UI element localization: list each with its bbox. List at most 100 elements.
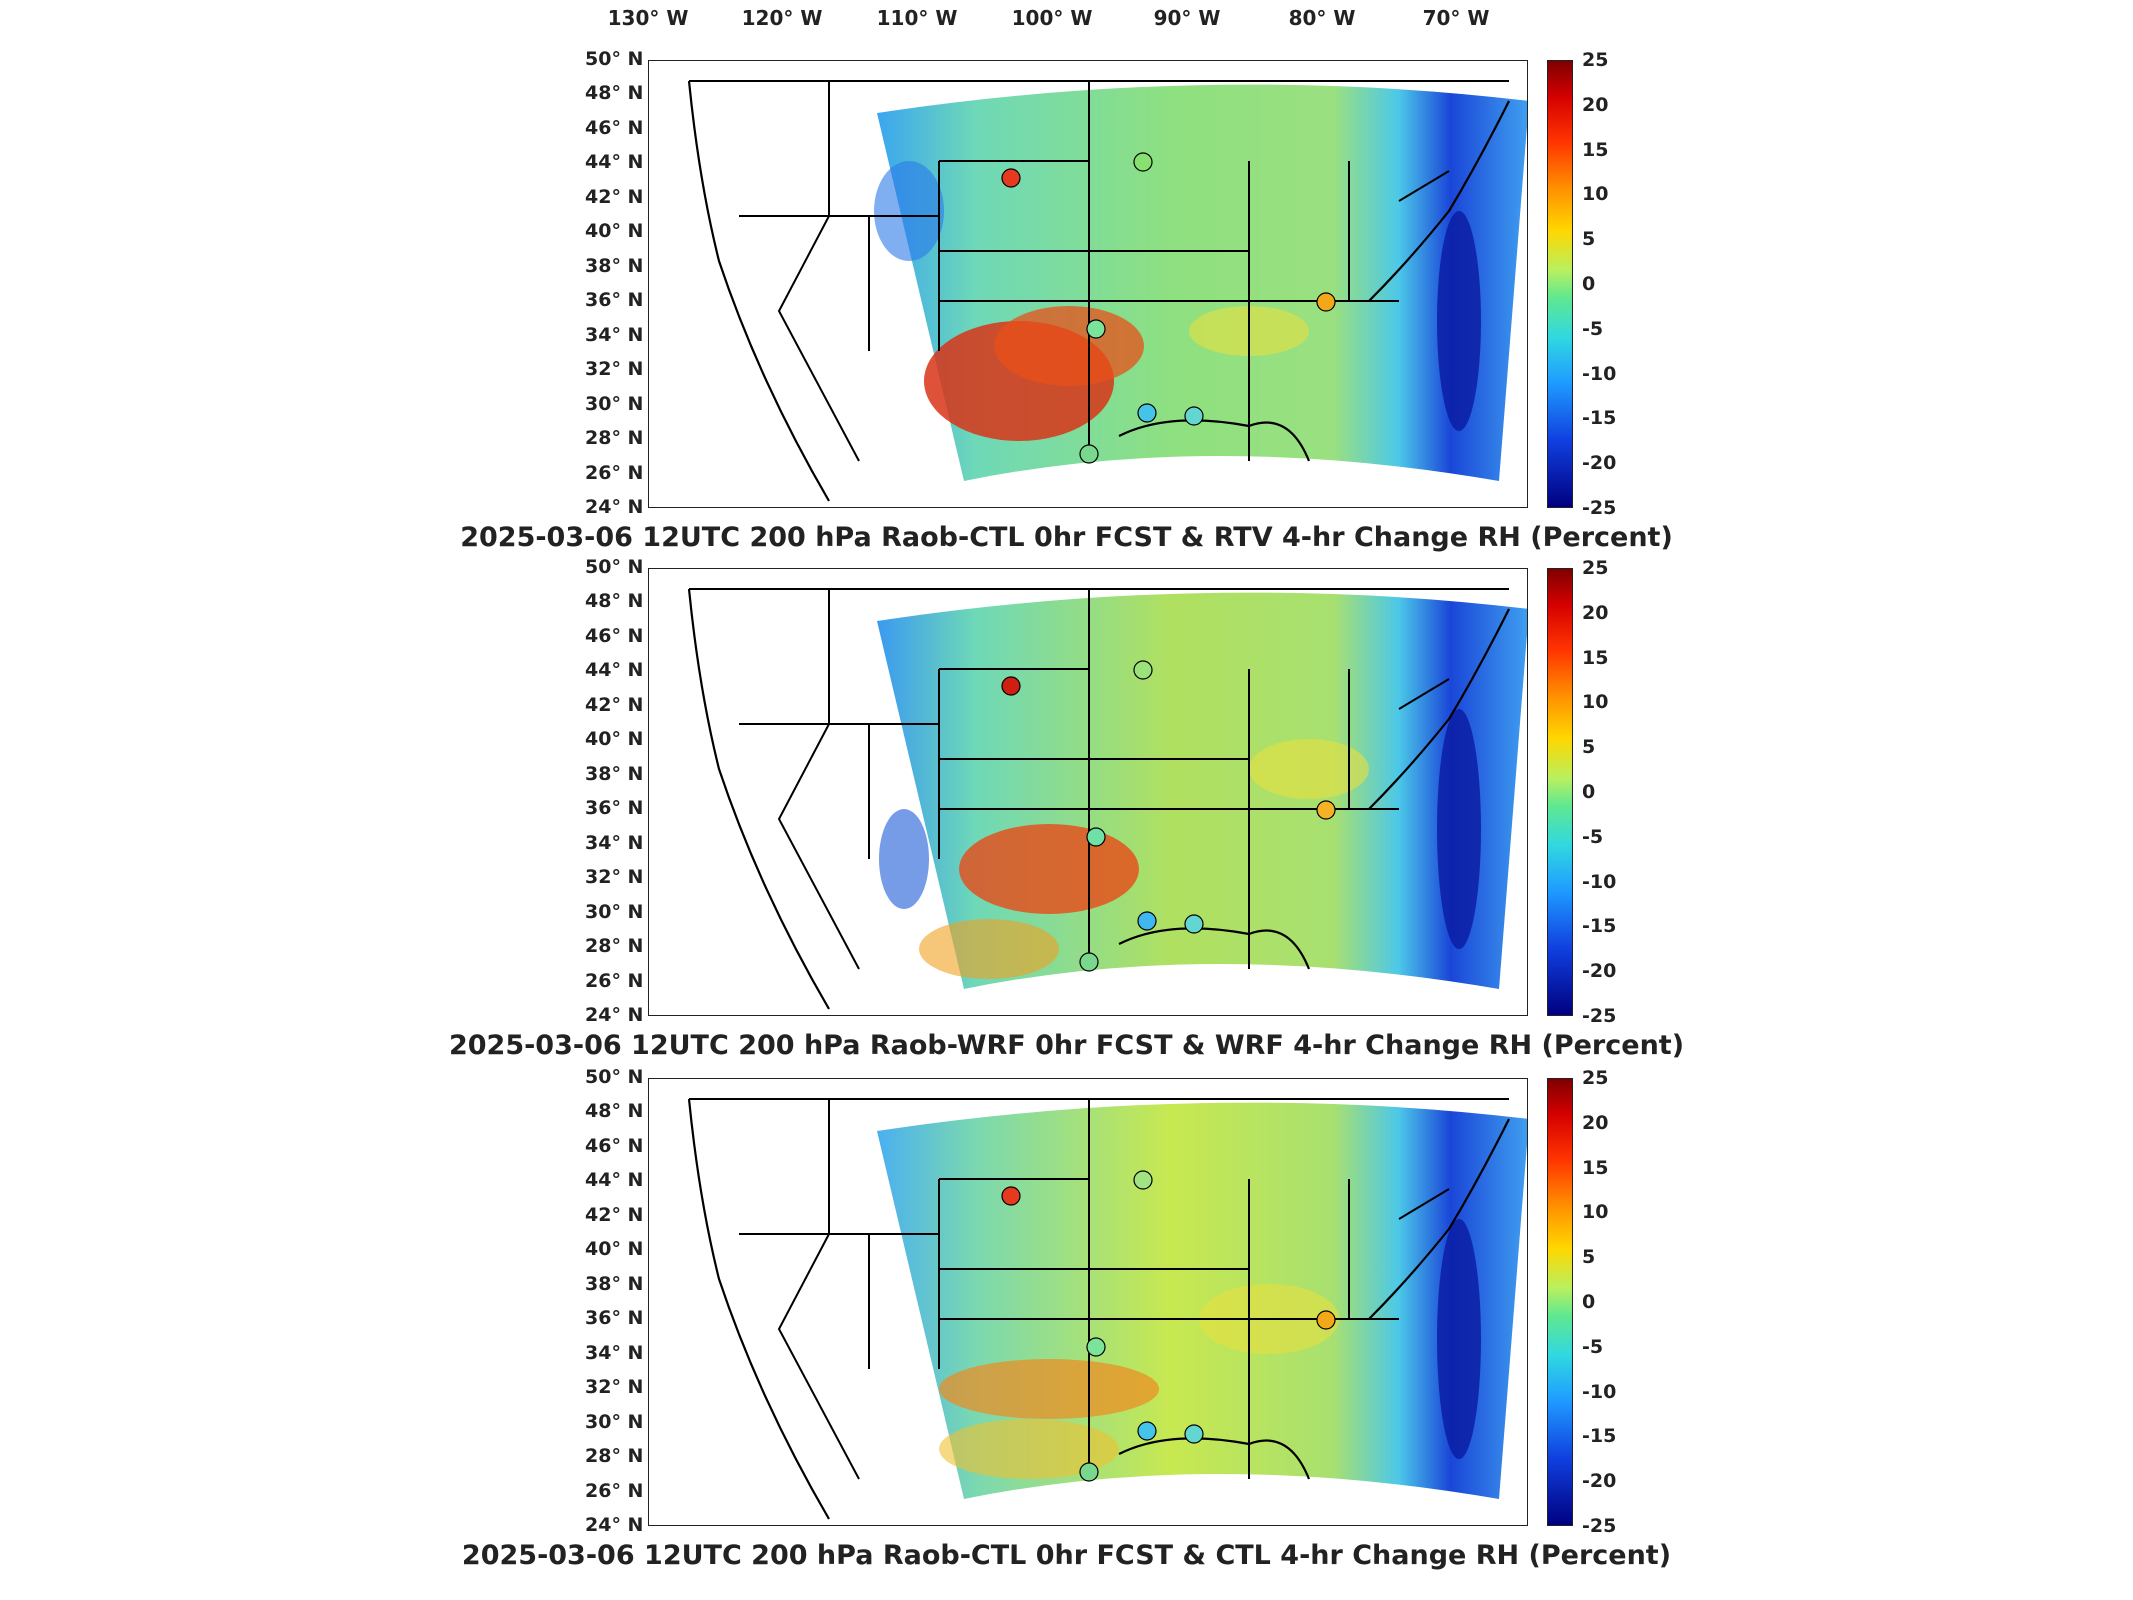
lat-label: 32° N: [585, 866, 644, 889]
lon-label: 110° W: [876, 6, 958, 30]
lat-label: 24° N: [585, 1004, 644, 1026]
coastline: [687, 1098, 1510, 1520]
colorbar-tick-label: -25: [1582, 497, 1617, 519]
colorbar-tick-label: 20: [1582, 1111, 1609, 1134]
colorbar-tick-label: 20: [1582, 601, 1609, 624]
lat-label: 34° N: [585, 831, 644, 854]
colorbar-tick-label: -10: [1582, 1380, 1617, 1403]
dry-anomaly: [1437, 211, 1481, 431]
colorbar-tick-label: -10: [1582, 362, 1617, 385]
map-frame: [648, 60, 1528, 508]
colorbar: [1547, 1078, 1573, 1526]
raob-station-marker: [1133, 152, 1153, 172]
colorbar-tick-label: 0: [1582, 1291, 1596, 1313]
colorbar-tick-label: -5: [1582, 825, 1604, 848]
lat-label: 50° N: [585, 1066, 644, 1088]
raob-station-marker: [1001, 676, 1021, 696]
lat-label: 36° N: [585, 289, 644, 312]
raob-station-marker: [1086, 827, 1106, 847]
raob-station-marker: [1001, 1186, 1021, 1206]
lat-label: 32° N: [585, 358, 644, 381]
map-panel-3: 50° N 48° N 46° N 44° N 42° N 40° N 38° N 36° N…: [0, 1066, 2133, 1578]
raob-station-marker: [1079, 1462, 1099, 1482]
lat-label: 48° N: [585, 1100, 644, 1123]
lat-label: 26° N: [585, 969, 644, 992]
lat-label: 28° N: [585, 1445, 644, 1468]
rh-field-map: [687, 80, 1527, 502]
lat-label: 40° N: [585, 728, 644, 751]
colorbar-tick-label: 5: [1582, 228, 1596, 251]
lat-label: 26° N: [585, 461, 644, 484]
lon-label: 120° W: [741, 6, 823, 30]
raob-station-marker: [1001, 168, 1021, 188]
lat-label: 46° N: [585, 1134, 644, 1157]
lat-label: 40° N: [585, 220, 644, 243]
lat-label: 34° N: [585, 323, 644, 346]
raob-station-marker: [1184, 914, 1204, 934]
colorbar-tick-label: -20: [1582, 1470, 1617, 1493]
raob-station-marker: [1086, 1337, 1106, 1357]
colorbar-tick-label: -5: [1582, 317, 1604, 340]
lon-label: 100° W: [1011, 6, 1093, 30]
lat-label: 28° N: [585, 427, 644, 450]
colorbar-tick-label: 20: [1582, 93, 1609, 116]
lat-label: 32° N: [585, 1376, 644, 1399]
lon-label: 90° W: [1153, 6, 1221, 30]
lat-label: 42° N: [585, 185, 644, 208]
colorbar-tick-label: 10: [1582, 183, 1609, 206]
coastline: [687, 80, 1510, 502]
colorbar-tick-label: 10: [1582, 691, 1609, 714]
lat-label: 24° N: [585, 1514, 644, 1536]
longitude-axis: 130° W 120° W 110° W 100° W 90° W 80° W …: [0, 0, 2133, 40]
lat-label: 50° N: [585, 556, 644, 578]
lat-label: 50° N: [585, 48, 644, 70]
lat-label: 48° N: [585, 82, 644, 105]
lat-label: 36° N: [585, 1307, 644, 1330]
rh-field-map: [687, 588, 1527, 1010]
colorbar: [1547, 60, 1573, 508]
colorbar-tick-label: 15: [1582, 138, 1609, 161]
dry-anomaly: [879, 809, 929, 909]
lat-label: 24° N: [585, 496, 644, 518]
lat-label: 46° N: [585, 624, 644, 647]
colorbar-tick-label: -20: [1582, 960, 1617, 983]
colorbar-tick-label: 15: [1582, 1156, 1609, 1179]
dry-anomaly: [874, 161, 944, 261]
coastline: [687, 588, 1510, 1010]
lon-label: 130° W: [607, 6, 689, 30]
lon-label: 70° W: [1422, 6, 1490, 30]
state-borders: [689, 1098, 1509, 1480]
moist-anomaly: [939, 1419, 1119, 1479]
state-borders: [689, 80, 1509, 462]
lat-label: 44° N: [585, 151, 644, 174]
raob-station-marker: [1086, 319, 1106, 339]
colorbar-tick-label: 25: [1582, 49, 1609, 71]
panel-title: 2025-03-06 12UTC 200 hPa Raob-CTL 0hr FC…: [461, 1540, 1672, 1571]
lon-label: 80° W: [1288, 6, 1356, 30]
colorbar-tick-label: 0: [1582, 781, 1596, 803]
colorbar-tick-label: -25: [1582, 1515, 1617, 1537]
colorbar-tick-label: 25: [1582, 557, 1609, 579]
colorbar-tick-label: 0: [1582, 273, 1596, 295]
lat-label: 28° N: [585, 935, 644, 958]
moist-anomaly: [1249, 739, 1369, 799]
colorbar-tick-label: -15: [1582, 915, 1617, 938]
rh-field-map: [687, 1098, 1527, 1520]
raob-station-marker: [1137, 1421, 1157, 1441]
colorbar-tick-label: 5: [1582, 1246, 1596, 1269]
colorbar-tick-label: -25: [1582, 1005, 1617, 1027]
state-borders: [689, 588, 1509, 970]
raob-station-marker: [1316, 1310, 1336, 1330]
lat-label: 46° N: [585, 116, 644, 139]
colorbar-tick-label: -10: [1582, 870, 1617, 893]
colorbar-tick-label: -15: [1582, 407, 1617, 430]
lat-label: 30° N: [585, 900, 644, 923]
lat-label: 42° N: [585, 693, 644, 716]
colorbar-tick-label: 10: [1582, 1201, 1609, 1224]
lat-label: 34° N: [585, 1341, 644, 1364]
colorbar-tick-label: -15: [1582, 1425, 1617, 1448]
raob-station-marker: [1316, 292, 1336, 312]
panel-title: 2025-03-06 12UTC 200 hPa Raob-CTL 0hr FC…: [460, 522, 1673, 553]
raob-station-marker: [1184, 1424, 1204, 1444]
raob-station-marker: [1316, 800, 1336, 820]
